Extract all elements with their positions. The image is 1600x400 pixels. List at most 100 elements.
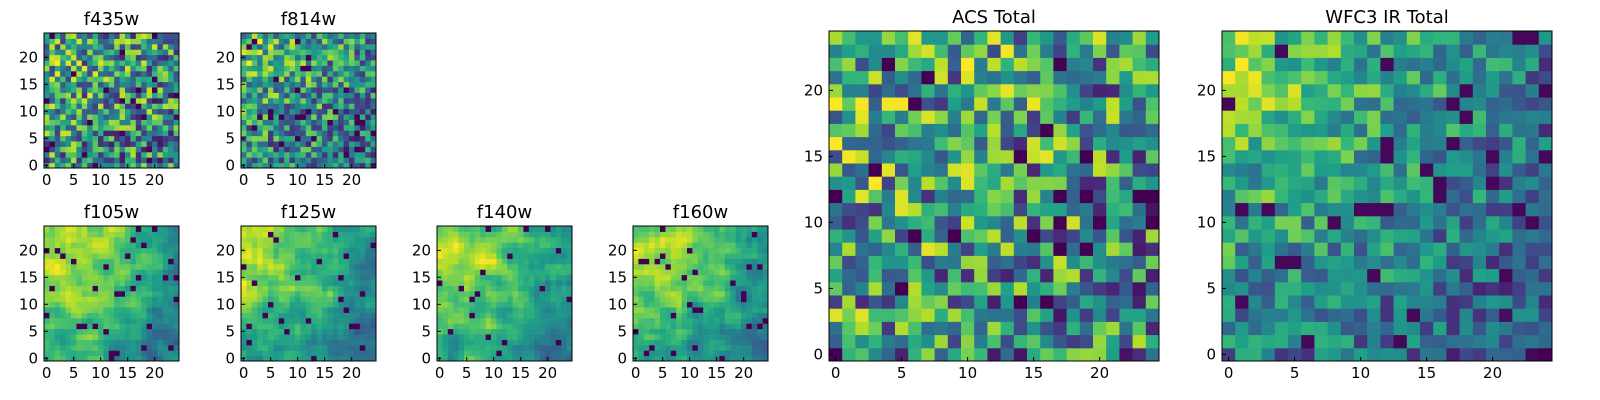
heatmap-cell xyxy=(257,49,264,56)
heatmap-cell xyxy=(464,274,470,281)
heatmap-cell xyxy=(735,350,742,357)
heatmap-cell xyxy=(81,70,88,77)
heatmap-cell xyxy=(44,339,50,346)
heatmap-cell xyxy=(1459,123,1474,138)
heatmap-cell xyxy=(311,253,318,259)
heatmap-cell xyxy=(327,350,334,357)
heatmap-cell xyxy=(908,44,922,58)
heatmap-cell xyxy=(65,92,72,99)
heatmap-cell xyxy=(1354,321,1368,336)
heatmap-cell xyxy=(1235,334,1249,349)
heatmap-cell xyxy=(534,301,541,308)
heatmap-cell xyxy=(338,285,345,292)
heatmap-cell xyxy=(71,328,77,335)
heatmap-cell xyxy=(1079,189,1094,204)
heatmap-cell xyxy=(523,242,530,249)
heatmap-cell xyxy=(692,323,699,330)
heatmap-cell xyxy=(534,339,541,346)
heatmap-cell xyxy=(1472,136,1487,151)
heatmap-cell xyxy=(1235,281,1249,296)
heatmap-cell xyxy=(638,339,645,346)
heatmap-cell xyxy=(173,226,180,232)
heatmap-cell xyxy=(322,60,328,66)
heatmap-cell xyxy=(338,328,345,335)
heatmap-cell xyxy=(947,189,962,204)
heatmap-cell xyxy=(92,76,99,83)
heatmap-cell xyxy=(908,295,922,309)
heatmap-cell xyxy=(273,285,280,292)
heatmap-cell xyxy=(241,151,247,158)
heatmap-cell xyxy=(881,70,896,85)
heatmap-cell xyxy=(895,334,909,349)
heatmap-cell xyxy=(71,103,77,110)
y-tick-label: 15 xyxy=(19,75,38,93)
heatmap-cell xyxy=(660,231,666,238)
heatmap-cell xyxy=(523,290,530,297)
heatmap-cell xyxy=(332,280,339,286)
heatmap-cell xyxy=(681,290,688,297)
heatmap-cell xyxy=(1446,242,1461,256)
heatmap-cell xyxy=(1079,83,1094,98)
heatmap-cell xyxy=(1340,136,1355,151)
heatmap-cell xyxy=(469,231,476,238)
heatmap-cell xyxy=(1106,83,1120,98)
heatmap-cell xyxy=(703,296,710,303)
heatmap-cell xyxy=(311,301,318,308)
heatmap-cell xyxy=(359,146,366,153)
heatmap-cell xyxy=(719,350,726,357)
heatmap-cell xyxy=(173,38,180,45)
heatmap-cell xyxy=(464,334,470,340)
heatmap-cell xyxy=(697,323,704,330)
heatmap-cell xyxy=(60,323,67,330)
heatmap-cell xyxy=(1314,149,1329,164)
heatmap-cell xyxy=(316,355,323,362)
heatmap-cell xyxy=(98,81,104,88)
heatmap-cell xyxy=(724,247,731,254)
heatmap-cell xyxy=(895,70,909,85)
heatmap-cell xyxy=(1420,334,1434,349)
heatmap-cell xyxy=(76,334,83,340)
heatmap-cell xyxy=(60,290,67,297)
heatmap-cell xyxy=(114,97,121,104)
heatmap-cell xyxy=(130,290,137,297)
heatmap-cell xyxy=(322,269,328,276)
heatmap-cell xyxy=(130,92,137,99)
heatmap-cell xyxy=(295,70,301,77)
heatmap-cell xyxy=(1093,202,1107,217)
heatmap-cell xyxy=(464,280,470,286)
heatmap-cell xyxy=(1486,255,1500,270)
heatmap-cell xyxy=(338,242,345,249)
heatmap-cell xyxy=(316,130,323,137)
heatmap-cell xyxy=(1525,229,1540,243)
heatmap-cell xyxy=(262,65,269,72)
heatmap-cell xyxy=(868,70,883,85)
heatmap-cell xyxy=(98,280,104,286)
heatmap-cell xyxy=(257,114,264,120)
heatmap-cell xyxy=(359,38,366,45)
heatmap-cell xyxy=(168,242,175,249)
heatmap-cell xyxy=(370,76,377,83)
heatmap-cell xyxy=(278,226,285,232)
heatmap-cell xyxy=(1472,163,1487,177)
heatmap-cell xyxy=(241,226,247,232)
heatmap-cell xyxy=(974,268,988,283)
heatmap-cell xyxy=(343,97,350,104)
heatmap-cell xyxy=(692,317,699,324)
heatmap-cell xyxy=(1222,281,1236,296)
heatmap-cell xyxy=(480,253,487,259)
heatmap-cell xyxy=(714,263,720,270)
heatmap-cell xyxy=(934,268,949,283)
heatmap-cell xyxy=(665,274,672,281)
heatmap-cell xyxy=(735,285,742,292)
heatmap-cell xyxy=(442,317,449,324)
heatmap-cell xyxy=(295,135,301,142)
heatmap-cell xyxy=(1512,242,1527,256)
heatmap-cell xyxy=(54,253,61,259)
heatmap-cell xyxy=(71,54,77,61)
heatmap-cell xyxy=(168,285,175,292)
heatmap-cell xyxy=(730,274,737,281)
heatmap-cell xyxy=(1027,31,1041,45)
heatmap-cell xyxy=(523,258,530,265)
heatmap-cell xyxy=(921,268,936,283)
heatmap-cell xyxy=(98,226,104,232)
